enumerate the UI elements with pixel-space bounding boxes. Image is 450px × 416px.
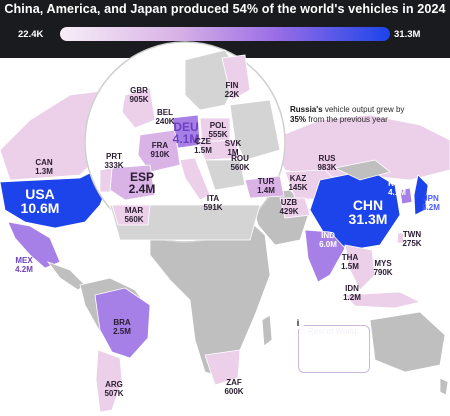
region-turkey (244, 175, 285, 199)
legend-color-scale (60, 27, 390, 41)
label-usa: USA 10.6M (20, 186, 60, 216)
russia-growth-note: Russia's vehicle output grew by 35% from… (290, 105, 420, 125)
label-zaf: ZAF 600K (224, 378, 244, 396)
label-kaz: KAZ 145K (288, 174, 308, 192)
rest-of-world-box (298, 325, 370, 373)
label-gbr: GBR 905K (129, 86, 149, 104)
region-italy (179, 157, 211, 201)
label-tur: TUR 1.4M (257, 177, 275, 195)
chart-title: China, America, and Japan produced 54% o… (4, 2, 446, 16)
region-france (137, 129, 181, 173)
rest-of-world-label: Rest of World: (308, 327, 359, 336)
label-uzb: UZB 429K (279, 198, 299, 216)
region-australia (369, 311, 446, 373)
region-southeast-asia (344, 244, 376, 291)
label-can: CAN 1.3M (35, 158, 53, 176)
label-idn: IDN 1.2M (343, 284, 361, 302)
region-indonesia (344, 291, 422, 309)
rest-of-world-value: 2.3M (308, 341, 349, 361)
note-text-end: from the previous year (306, 115, 388, 124)
label-twn: TWN 275K (402, 230, 422, 248)
label-rus: RUS 983K (317, 154, 337, 172)
label-ita: ITA 591K (203, 194, 223, 212)
label-arg: ARG 507K (104, 380, 124, 398)
region-finland (221, 54, 251, 101)
region-south-africa (204, 349, 241, 386)
label-tha: THA 1.5M (341, 253, 359, 271)
label-bel: BEL 240K (155, 108, 175, 126)
label-fin: FIN 22K (224, 81, 240, 99)
region-uk (121, 87, 156, 129)
region-korea (399, 187, 413, 205)
note-text-middle: vehicle output grew by (322, 105, 405, 114)
label-jpn: JPN 8.2M (422, 194, 440, 212)
label-deu: DEU 4.1M (172, 120, 200, 146)
region-morocco-inset (111, 204, 151, 226)
label-svk: SVK 1M (224, 139, 242, 157)
region-india (304, 229, 346, 283)
region-madagascar (261, 314, 273, 347)
region-balkans (204, 159, 246, 191)
region-usa (0, 167, 111, 229)
region-argentina (95, 349, 123, 413)
region-brazil (94, 287, 151, 359)
region-taiwan (396, 232, 405, 244)
note-percent: 35% (290, 115, 307, 124)
info-icon: i (292, 317, 304, 329)
label-esp: ESP 2.4M (128, 170, 156, 196)
region-uzbekistan (279, 197, 311, 219)
label-prt: PRT 333K (104, 152, 124, 170)
legend-max-label: 31.3M (394, 29, 421, 40)
label-mys: MYS 790K (373, 259, 393, 277)
region-mongolia (333, 159, 391, 181)
region-central-europe (197, 139, 241, 161)
legend-min-label: 22.4K (18, 29, 44, 40)
region-portugal (99, 167, 113, 193)
region-eastern-europe (229, 99, 281, 161)
region-japan (413, 174, 429, 216)
note-country: Russia's (290, 105, 323, 114)
region-new-zealand (439, 377, 449, 396)
label-mar: MAR 560K (124, 206, 144, 224)
label-cze: CZE 1.5M (194, 137, 212, 155)
label-chn: CHN 31.3M (348, 197, 388, 227)
label-kor: KOR 4.1M (388, 179, 406, 197)
label-mex: MEX 4.2M (15, 256, 33, 274)
label-bra: BRA 2.5M (113, 318, 131, 336)
label-rou: ROU 560K (230, 154, 250, 172)
label-ind: IND 6.0M (319, 231, 337, 249)
label-fra: FRA 910K (150, 141, 170, 159)
label-pol: POL 555K (208, 121, 228, 139)
